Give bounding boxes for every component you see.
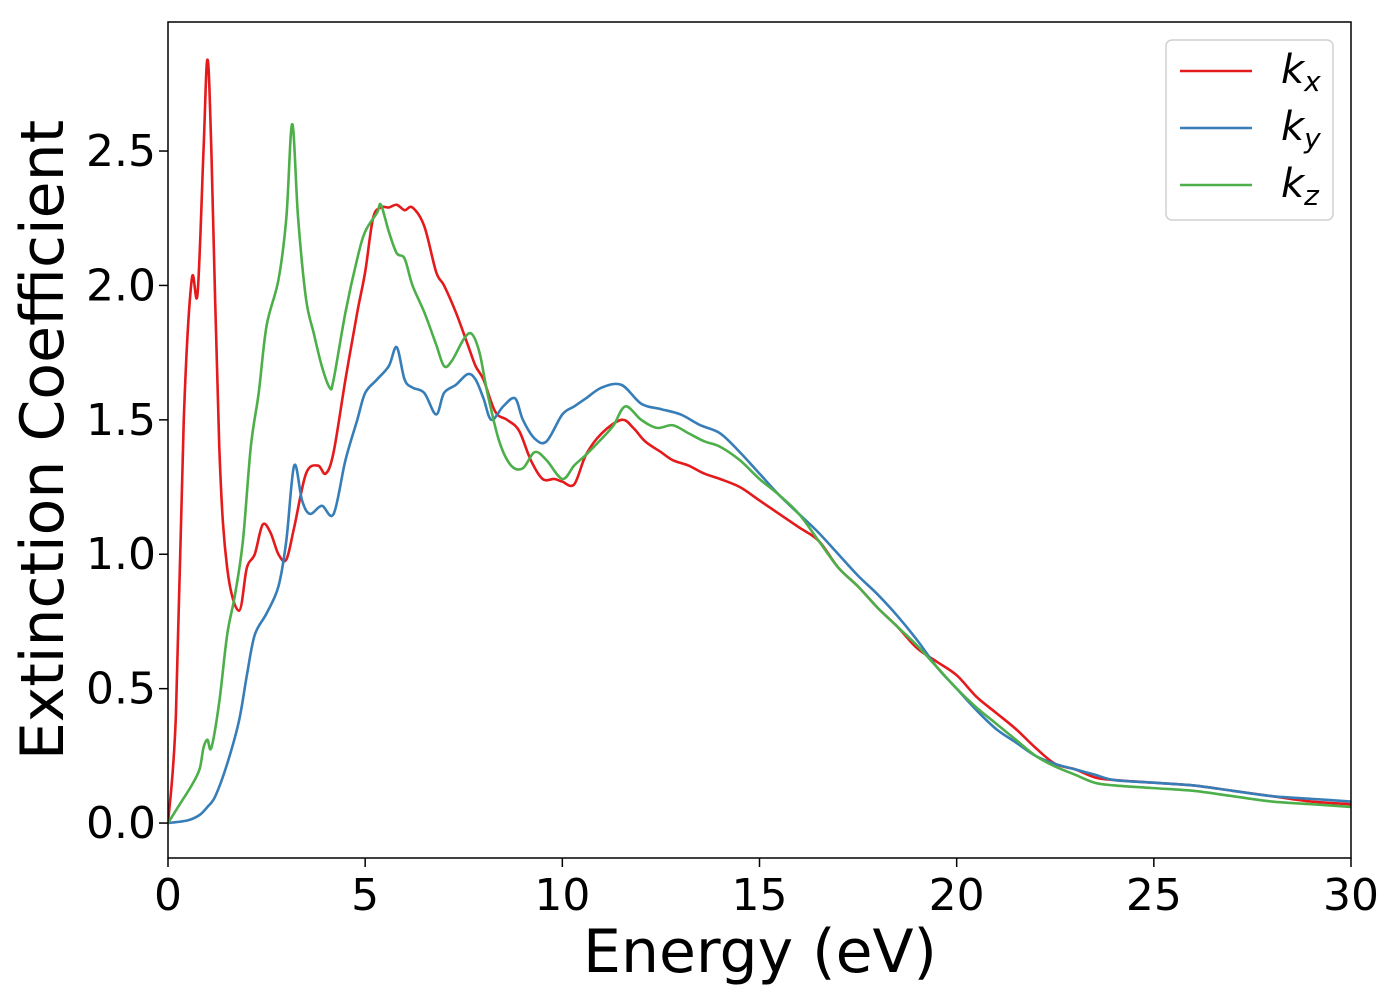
series-line-k-x [168, 58, 1351, 825]
x-axis-title: Energy (eV) [583, 917, 937, 987]
y-tick-label: 0.5 [86, 664, 156, 715]
y-axis-ticks: 0.0 0.5 1.0 1.5 2.0 2.5 [86, 126, 168, 849]
y-tick-label: 2.5 [86, 126, 156, 177]
y-tick-label: 2.0 [86, 260, 156, 311]
x-tick-label: 10 [534, 870, 590, 921]
legend-label-k-z: kz [1281, 161, 1320, 212]
series-layer [168, 58, 1351, 825]
legend-label-k-y: ky [1281, 104, 1321, 155]
y-axis-title: Extinction Coefficient [8, 120, 78, 760]
x-tick-label: 15 [732, 870, 788, 921]
x-tick-label: 25 [1126, 870, 1182, 921]
legend: kx ky kz [1165, 39, 1334, 221]
x-axis-ticks: 0 5 10 15 20 25 30 [154, 858, 1379, 921]
x-tick-label: 20 [929, 870, 985, 921]
series-line-k-y [168, 345, 1351, 825]
x-tick-label: 30 [1323, 870, 1379, 921]
y-tick-label: 0.0 [86, 798, 156, 849]
legend-label-k-x: kx [1281, 47, 1321, 98]
x-tick-label: 5 [351, 870, 379, 921]
legend-box [1165, 39, 1334, 221]
y-tick-label: 1.0 [86, 529, 156, 580]
series-line-k-z [168, 122, 1351, 825]
y-tick-label: 1.5 [86, 395, 156, 446]
x-tick-label: 0 [154, 870, 182, 921]
